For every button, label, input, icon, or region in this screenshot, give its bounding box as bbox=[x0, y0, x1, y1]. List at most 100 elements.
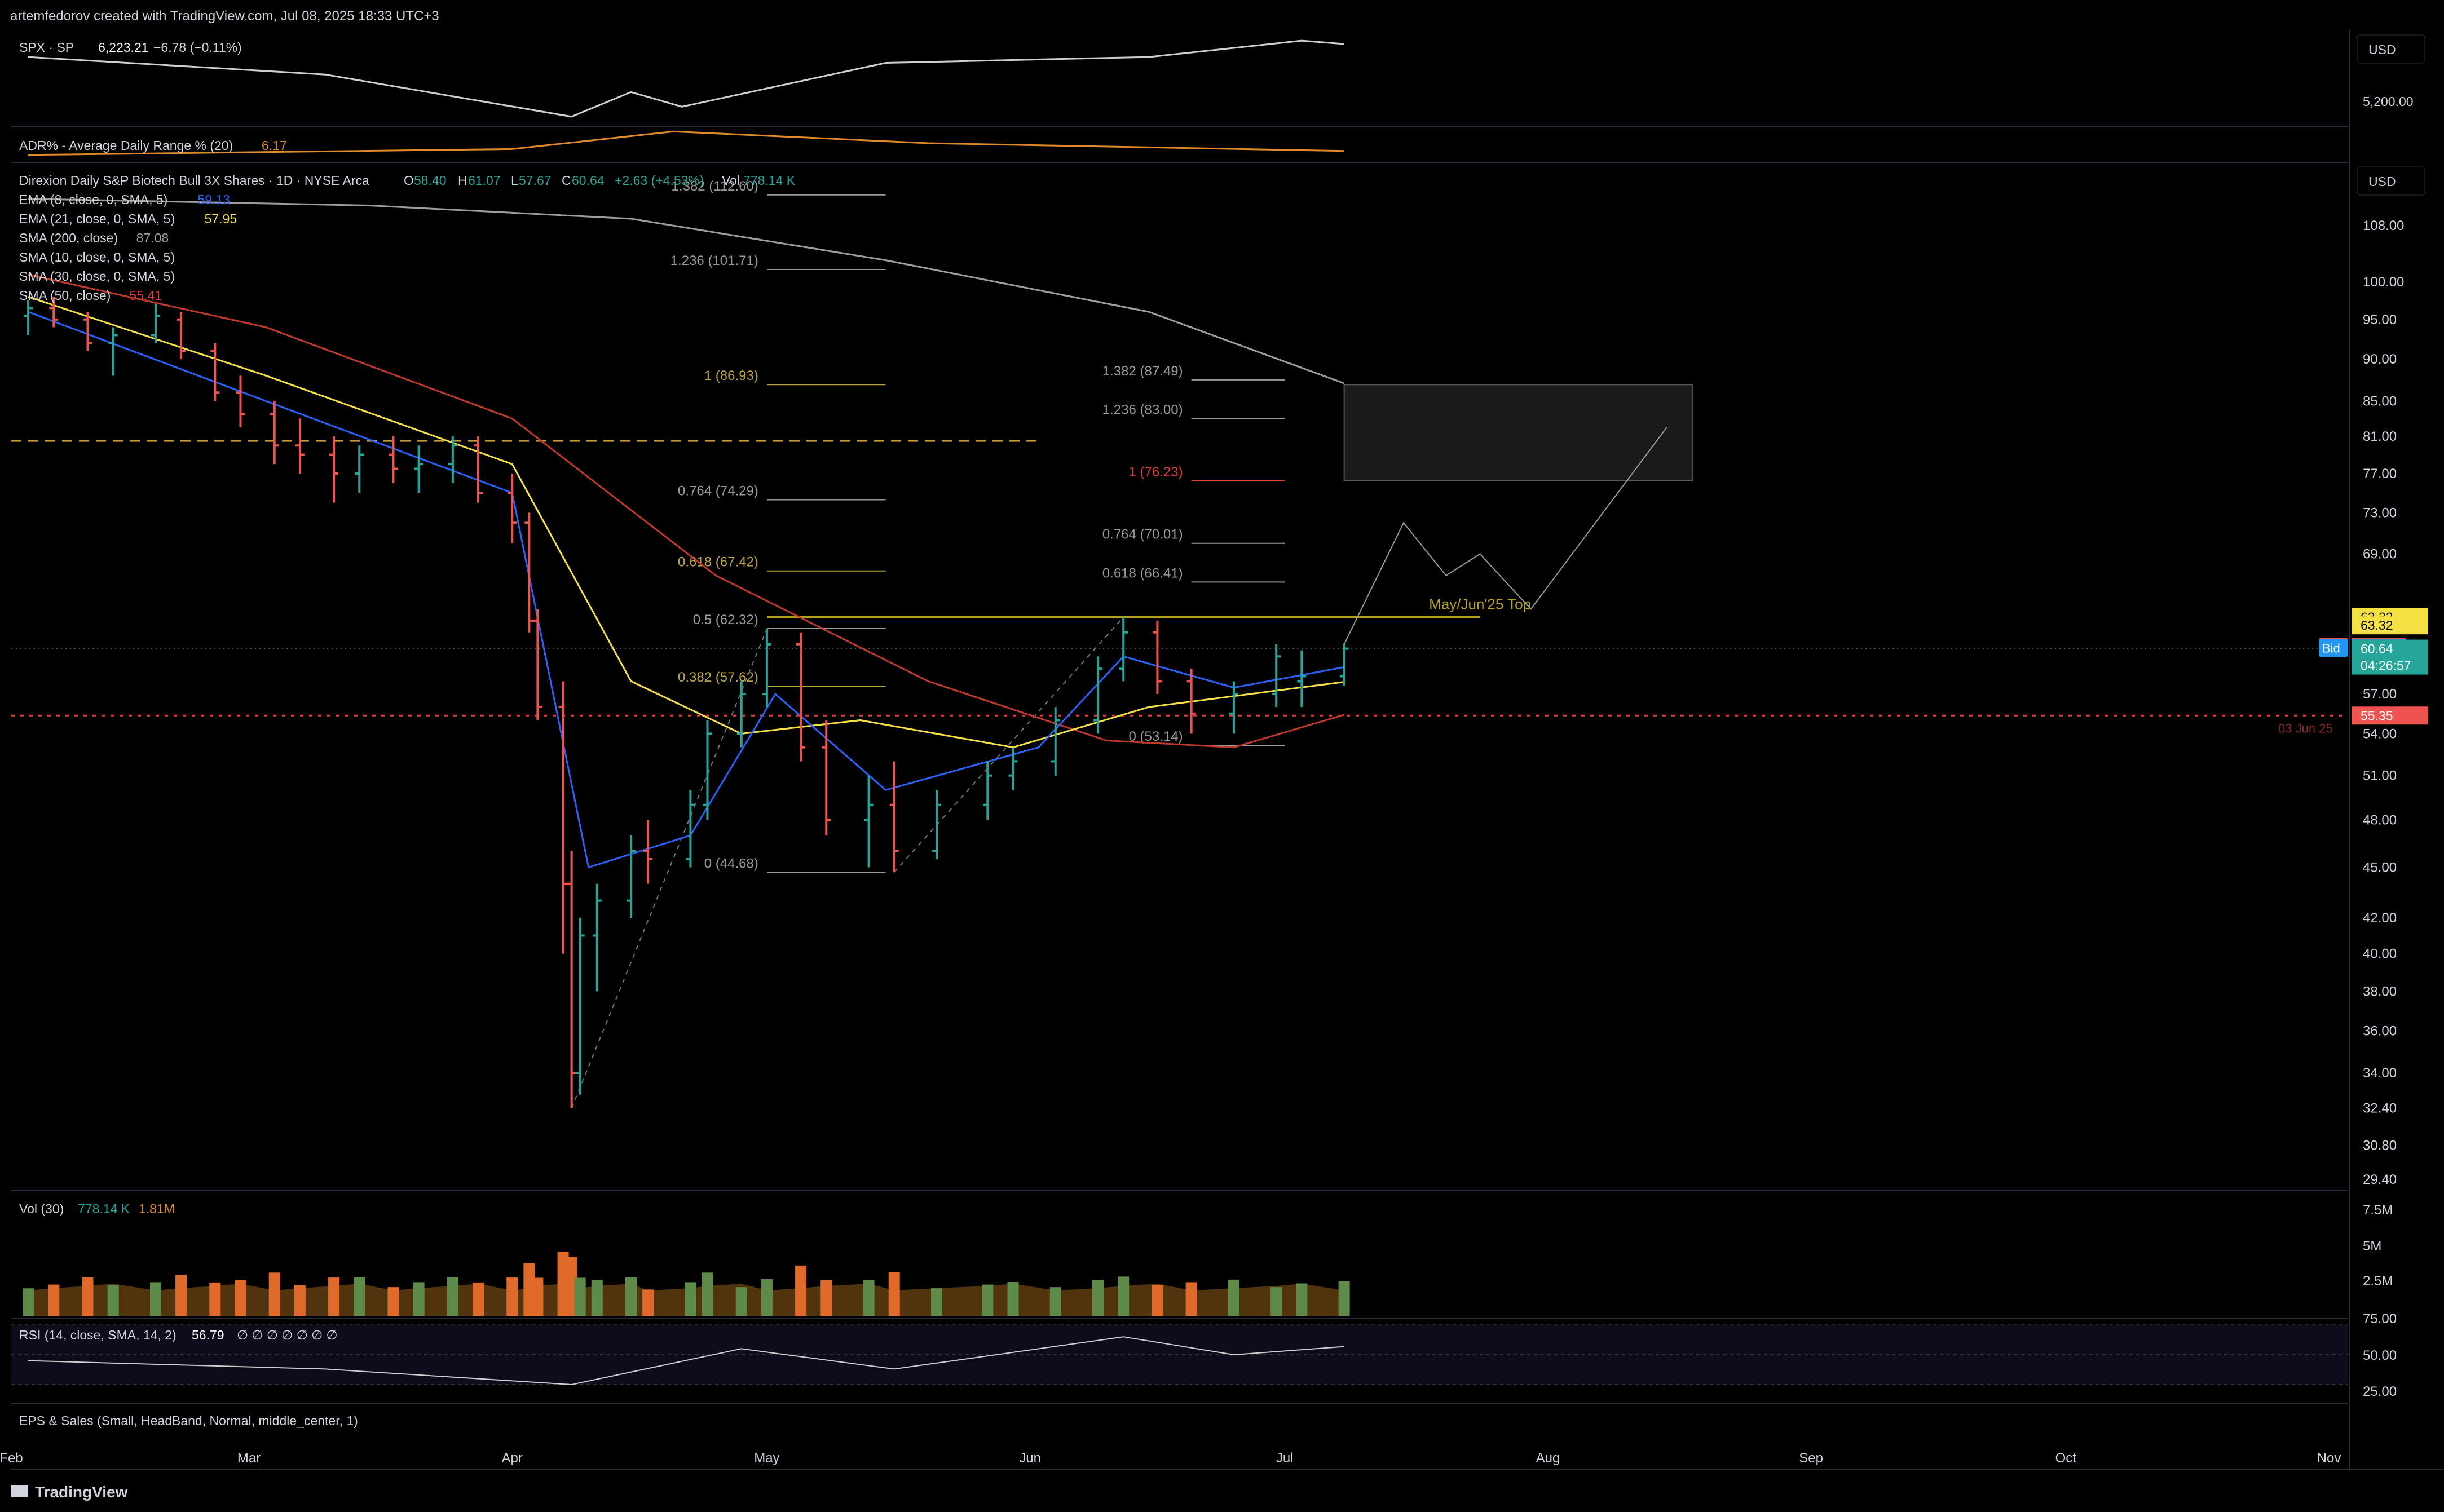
price-axis-label: 32.40 bbox=[2363, 1101, 2397, 1116]
rsi-legend-extra: ∅ ∅ ∅ ∅ ∅ ∅ ∅ bbox=[237, 1328, 338, 1342]
volume-bar bbox=[1228, 1279, 1239, 1316]
volume-bar bbox=[1270, 1287, 1282, 1316]
indicator-label[interactable]: SMA (200, close) bbox=[19, 231, 118, 245]
volume-bars bbox=[23, 1252, 1350, 1316]
tradingview-logo: TradingView bbox=[11, 1483, 128, 1501]
volume-bar bbox=[625, 1277, 637, 1316]
volume-bar bbox=[863, 1280, 875, 1316]
price-axis: 108.00 100.00 95.00 90.00 85.00 81.00 77.00 73.… bbox=[2363, 218, 2404, 1187]
price-axis-label: 69.00 bbox=[2363, 547, 2397, 562]
volume-bar bbox=[447, 1277, 458, 1316]
volume-bar bbox=[149, 1282, 161, 1316]
spx-pane: SPX · SP 6,223.21 −6.78 (−0.11%) USD 5,2… bbox=[19, 34, 2425, 118]
volume-bar bbox=[175, 1275, 187, 1316]
volume-pane: Vol (30) 778.14 K 1.81M 7.5M 5M 2.5M bbox=[19, 1201, 2393, 1316]
time-axis-label: Oct bbox=[2055, 1451, 2077, 1466]
time-axis-label: Jul bbox=[1276, 1451, 1294, 1466]
price-axis-label: 42.00 bbox=[2363, 910, 2397, 926]
badge-value: 63.32 bbox=[2361, 618, 2393, 633]
volume-bar bbox=[387, 1287, 399, 1316]
sma200-line bbox=[28, 198, 1345, 384]
symbol-title[interactable]: Direxion Daily S&P Biotech Bull 3X Share… bbox=[19, 173, 369, 188]
time-axis-label: Apr bbox=[502, 1451, 523, 1466]
time-axis-label: May bbox=[754, 1451, 779, 1466]
volume-bar bbox=[23, 1288, 34, 1316]
price-axis-label: 100.00 bbox=[2363, 275, 2404, 290]
time-axis-label: Sep bbox=[1799, 1451, 1823, 1466]
fib-2-level-label: 1.236 (83.00) bbox=[1102, 402, 1183, 417]
fib-2-trendline bbox=[893, 617, 1124, 873]
volume-axis-1: 7.5M bbox=[2363, 1202, 2393, 1218]
volume-bar bbox=[209, 1282, 221, 1316]
time-axis-label: Aug bbox=[1536, 1451, 1560, 1466]
volume-bar bbox=[354, 1277, 365, 1316]
tradingview-logo-icon bbox=[11, 1485, 28, 1497]
adr-legend-name: ADR% - Average Daily Range % (20) bbox=[19, 138, 233, 153]
volume-bar bbox=[532, 1277, 544, 1316]
volume-bar bbox=[1007, 1282, 1019, 1316]
volume-bar bbox=[473, 1282, 484, 1316]
ohlc-vol: 778.14 K bbox=[743, 173, 796, 188]
fib-1-level-label: 1.382 (112.60) bbox=[671, 179, 758, 194]
volume-bar bbox=[591, 1280, 603, 1316]
rsi-axis-25: 25.00 bbox=[2363, 1384, 2397, 1399]
volume-bar bbox=[888, 1272, 900, 1316]
spx-line bbox=[28, 39, 1344, 118]
fib-2-level-label: 0.618 (66.41) bbox=[1102, 565, 1183, 581]
attribution: artemfedorov created with TradingView.co… bbox=[10, 8, 439, 24]
price-axis-label: 51.00 bbox=[2363, 768, 2397, 784]
adr-legend-value: 6.17 bbox=[262, 138, 287, 153]
price-axis-label: 95.00 bbox=[2363, 312, 2397, 328]
ohlc-l: 57.67 bbox=[519, 173, 552, 188]
rsi-axis-75: 75.00 bbox=[2363, 1311, 2397, 1327]
volume-bar bbox=[982, 1284, 994, 1316]
pane-separators bbox=[11, 29, 2444, 1470]
price-axis-label: 90.00 bbox=[2363, 352, 2397, 367]
indicator-label[interactable]: EMA (8, close, 0, SMA, 5) bbox=[19, 192, 167, 207]
ohlc-c-label: C bbox=[562, 173, 571, 188]
volume-bar bbox=[566, 1257, 577, 1316]
indicator-label[interactable]: EMA (21, close, 0, SMA, 5) bbox=[19, 211, 175, 226]
ohlc-change: +2.63 (+4.53%) bbox=[615, 173, 704, 188]
ohlc-l-label: L bbox=[511, 173, 518, 188]
rsi-band bbox=[11, 1325, 2348, 1385]
fib-2-level-label: 0.764 (70.01) bbox=[1102, 527, 1183, 542]
volume-legend-name: Vol (30) bbox=[19, 1201, 64, 1216]
volume-bar bbox=[413, 1282, 425, 1316]
volume-bar bbox=[82, 1277, 94, 1316]
badge-bg bbox=[2352, 616, 2428, 635]
spx-currency-button[interactable] bbox=[2357, 34, 2425, 64]
projection-path[interactable] bbox=[1343, 427, 1667, 645]
volume-bar bbox=[642, 1289, 654, 1316]
volume-bar bbox=[735, 1287, 747, 1316]
indicator-label[interactable]: SMA (10, close, 0, SMA, 5) bbox=[19, 250, 175, 264]
main-price-pane: 1.382 (112.60) 1.236 (101.71) 1 (86.93) 0.7… bbox=[11, 166, 2428, 1187]
sma50-line bbox=[28, 273, 1345, 749]
price-axis-label: 29.40 bbox=[2363, 1172, 2397, 1187]
eps-legend: EPS & Sales (Small, HeadBand, Normal, mi… bbox=[19, 1413, 358, 1428]
volume-bar bbox=[107, 1285, 119, 1316]
volume-bar bbox=[506, 1277, 518, 1316]
ohlc-o: 58.40 bbox=[414, 173, 447, 188]
support-date-label: 03 Jun 25 bbox=[2278, 721, 2333, 735]
price-axis-label: 34.00 bbox=[2363, 1066, 2397, 1081]
target-zone-box[interactable] bbox=[1343, 384, 1693, 482]
badge-tag: Bid bbox=[2322, 641, 2340, 655]
price-axis-label: 54.00 bbox=[2363, 726, 2397, 741]
volume-axis-2: 5M bbox=[2363, 1239, 2381, 1254]
indicator-label[interactable]: SMA (50, close) bbox=[19, 288, 111, 303]
price-badges: 63.3263.32Ask60.78Bid60.7060.6404:26:575… bbox=[2319, 608, 2428, 725]
price-axis-label: 38.00 bbox=[2363, 984, 2397, 999]
main-currency-button[interactable] bbox=[2357, 166, 2425, 196]
spx-axis-label: 5,200.00 bbox=[2363, 94, 2414, 109]
rsi-line bbox=[28, 1336, 1344, 1386]
price-axis-label: 40.00 bbox=[2363, 947, 2397, 962]
rsi-pane: RSI (14, close, SMA, 14, 2) 56.79 ∅ ∅ ∅ … bbox=[11, 1311, 2397, 1399]
candles bbox=[24, 297, 1349, 1108]
indicator-label[interactable]: SMA (30, close, 0, SMA, 5) bbox=[19, 269, 175, 284]
spx-currency: USD bbox=[2368, 42, 2396, 57]
volume-bar bbox=[1296, 1283, 1308, 1316]
ema8-line bbox=[28, 311, 1344, 869]
